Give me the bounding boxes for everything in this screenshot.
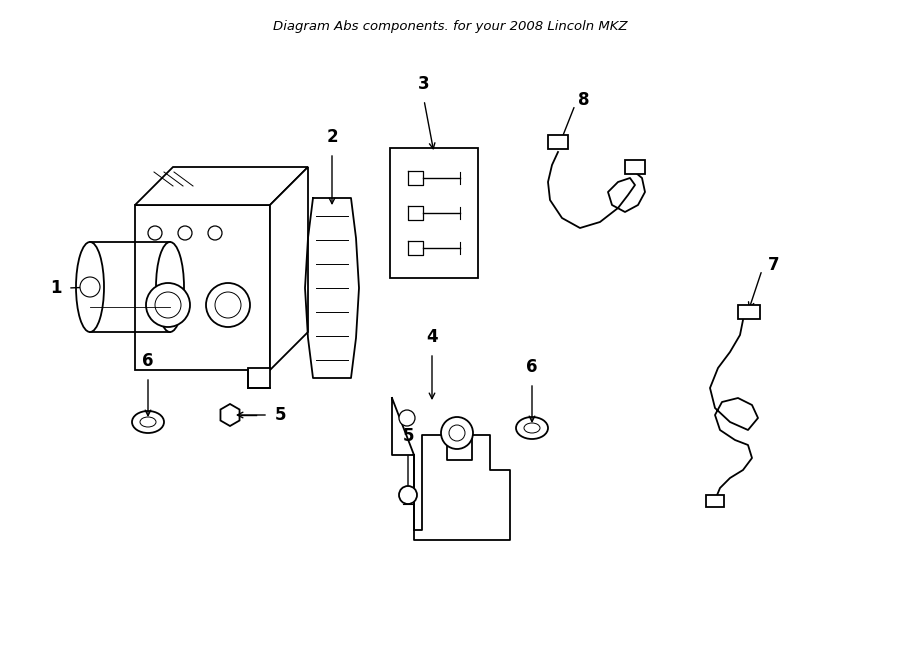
Circle shape (80, 277, 100, 297)
Ellipse shape (140, 417, 156, 427)
Bar (135, 205, 270, 370)
Polygon shape (408, 171, 423, 185)
Text: 1: 1 (50, 279, 62, 297)
Bar (738, 305, 760, 319)
Text: 6: 6 (142, 352, 154, 370)
Circle shape (146, 283, 190, 327)
Polygon shape (270, 167, 308, 370)
Ellipse shape (524, 423, 540, 433)
Text: 5: 5 (402, 427, 414, 445)
Circle shape (206, 283, 250, 327)
Polygon shape (408, 206, 423, 220)
Text: 5: 5 (275, 406, 286, 424)
Bar (390, 148, 478, 278)
Polygon shape (408, 241, 423, 255)
Polygon shape (392, 398, 510, 540)
Text: 4: 4 (427, 328, 437, 346)
Circle shape (399, 410, 415, 426)
Text: 8: 8 (578, 91, 590, 109)
Ellipse shape (516, 417, 548, 439)
Ellipse shape (156, 242, 184, 332)
Circle shape (399, 486, 417, 504)
Bar (625, 160, 645, 174)
Ellipse shape (76, 242, 104, 332)
Circle shape (178, 226, 192, 240)
Polygon shape (305, 198, 359, 378)
Circle shape (441, 417, 473, 449)
Bar (548, 135, 568, 149)
Circle shape (155, 292, 181, 318)
Ellipse shape (132, 411, 164, 433)
Circle shape (148, 226, 162, 240)
Polygon shape (135, 167, 308, 205)
Circle shape (215, 292, 241, 318)
Circle shape (208, 226, 222, 240)
Bar (706, 495, 724, 507)
Text: 7: 7 (768, 256, 779, 274)
Bar (248, 368, 270, 388)
Text: 3: 3 (418, 75, 430, 93)
Text: 2: 2 (326, 128, 338, 146)
Text: Diagram Abs components. for your 2008 Lincoln MKZ: Diagram Abs components. for your 2008 Li… (273, 20, 627, 33)
Text: 6: 6 (526, 358, 538, 376)
Circle shape (449, 425, 465, 441)
